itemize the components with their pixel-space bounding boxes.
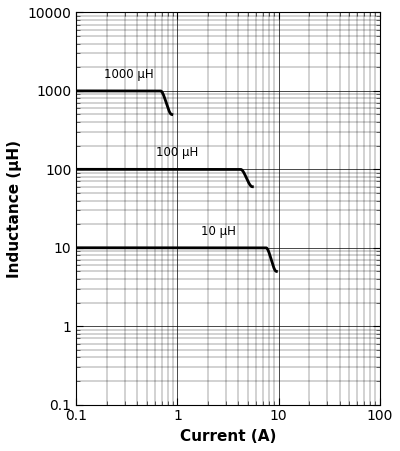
- Text: 100 μH: 100 μH: [156, 146, 199, 159]
- Text: 1000 μH: 1000 μH: [104, 68, 154, 81]
- Y-axis label: Inductance (μH): Inductance (μH): [7, 139, 22, 277]
- X-axis label: Current (A): Current (A): [180, 429, 276, 444]
- Text: 10 μH: 10 μH: [201, 225, 236, 238]
